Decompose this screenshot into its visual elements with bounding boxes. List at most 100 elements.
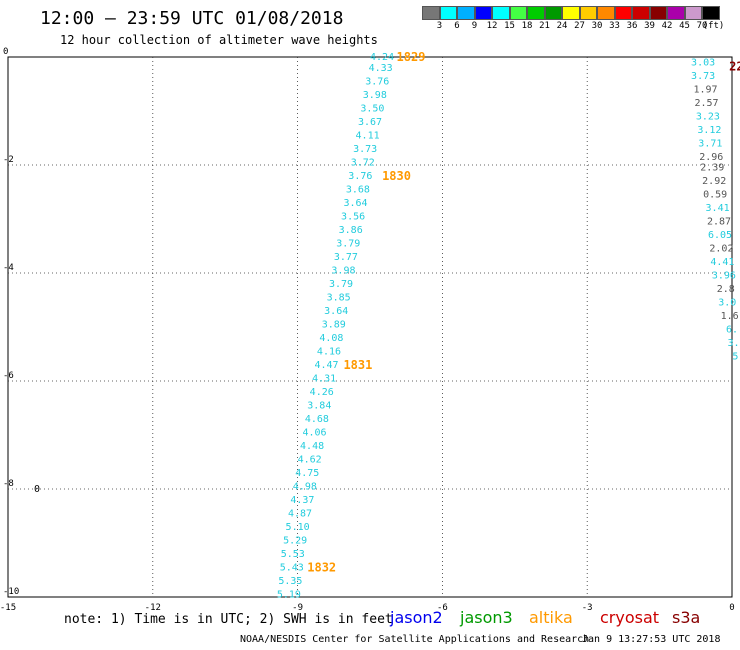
wave-height-value: 3.67 — [358, 117, 382, 128]
wave-height-value: 4.33 — [369, 63, 393, 74]
wave-height-value: 2.02 — [709, 244, 733, 255]
map-subtitle: 12 hour collection of altimeter wave hei… — [60, 33, 378, 47]
legend-swatch — [509, 6, 527, 20]
legend-label: 45 — [679, 21, 690, 31]
wave-height-value: 4.87 — [288, 508, 312, 519]
legend-label: 36 — [626, 21, 638, 31]
wave-height-value: 4.31 — [312, 373, 336, 384]
legend-swatches — [422, 6, 720, 20]
wave-height-value: 5.10 — [286, 522, 310, 533]
wave-height-value: 3.79 — [329, 279, 353, 290]
map-plot: -15 -12 -9 -6 -3 0 0 -2 -4 -6 -8 -10 0 4.244.33 3.76 3.… — [0, 47, 740, 610]
pass-time-label: 1832 — [307, 560, 336, 574]
wave-height-value: 4.06 — [302, 427, 326, 438]
legend-label: 18 — [521, 21, 533, 31]
wave-height-value: 6.05 — [708, 230, 732, 241]
wave-height-value: 3.72 — [351, 157, 375, 168]
wave-height-value: 5.35 — [278, 576, 302, 587]
y-tick-label: -8 — [3, 479, 14, 489]
legend-label: 15 — [504, 21, 515, 31]
footer-note: note: 1) Time is in UTC; 2) SWH is in fe… — [64, 612, 393, 627]
satellite-cryosat-label: cryosat — [600, 608, 660, 627]
legend-swatch — [702, 6, 720, 20]
wave-height-value: 3.64 — [324, 306, 348, 317]
wave-height-value: 3.84 — [307, 400, 331, 411]
wave-height-value: 3.56 — [341, 211, 365, 222]
wave-height-value: 3.71 — [698, 138, 722, 149]
wave-height-value: 3.03 — [691, 57, 715, 68]
legend-swatch — [614, 6, 632, 20]
wave-height-value: 4.24 — [370, 52, 394, 63]
legend-swatch — [649, 6, 667, 20]
plot-frame — [7, 56, 733, 598]
legend-swatch — [597, 6, 615, 20]
legend-label: 27 — [574, 21, 585, 31]
wave-height-value: 3.41 — [706, 203, 730, 214]
legend-swatch — [579, 6, 597, 20]
x-tick-label: -9 — [292, 603, 303, 610]
wave-height-value: 3.50 — [360, 103, 384, 114]
map-title: 12:00 – 23:59 UTC 01/08/2018 — [40, 8, 344, 29]
legend-label: 70 — [696, 21, 708, 31]
wave-height-value: 3.12 — [697, 125, 721, 136]
pass-time-label: 220 — [729, 59, 740, 73]
wave-height-value: 4.11 — [356, 130, 380, 141]
legend-label: 42 — [661, 21, 673, 31]
legend-label: (ft) — [702, 21, 725, 31]
wave-height-value: 4.08 — [319, 333, 343, 344]
legend-swatch — [544, 6, 562, 20]
wave-height-value: 3.89 — [322, 319, 346, 330]
pass-time-label: 1829 — [397, 50, 426, 64]
legend-label: 39 — [644, 21, 655, 31]
wave-height-value: 4.41 — [710, 257, 734, 268]
wave-height-value: 4.68 — [305, 414, 329, 425]
wave-height-value: 3.98 — [331, 265, 355, 276]
wave-height-value: 3.96 — [712, 271, 736, 282]
wave-height-value: 3. — [727, 338, 739, 349]
legend-swatch — [457, 6, 475, 20]
wave-height-value: 0.59 — [703, 190, 727, 201]
legend-label: 12 — [486, 21, 498, 31]
satellite-jason2-label: jason2 — [390, 608, 443, 627]
legend-swatch — [667, 6, 685, 20]
y-tick-label: -6 — [3, 371, 14, 381]
wave-height-value: 2.57 — [694, 98, 718, 109]
legend-swatch — [439, 6, 457, 20]
legend-swatch — [492, 6, 510, 20]
wave-height-value: 3.73 — [691, 71, 715, 82]
wave-height-value: 5 — [732, 352, 738, 363]
pass-time-label: 1831 — [343, 358, 372, 372]
y-tick-label: -4 — [3, 263, 14, 273]
legend-label: 3 — [436, 21, 443, 31]
legend-label: 6 — [454, 21, 460, 31]
x-tick-label: -3 — [582, 603, 593, 610]
wave-height-value: 4.98 — [293, 481, 317, 492]
legend-swatch — [474, 6, 492, 20]
wave-height-value: 4.62 — [298, 454, 322, 465]
wave-height-value: 3.85 — [327, 292, 351, 303]
satellite-s3a-label: s3a — [672, 608, 701, 627]
wave-height-value: 3.98 — [363, 90, 387, 101]
legend-label: 33 — [609, 21, 620, 31]
x-tick-label: -12 — [145, 603, 161, 610]
wave-height-value: 5.19 — [277, 589, 301, 600]
x-tick-label: -6 — [437, 603, 448, 610]
wave-height-value: 3.23 — [696, 111, 720, 122]
legend-swatch — [632, 6, 650, 20]
legend-label: 21 — [539, 21, 550, 31]
color-legend: 3 6 9 12 15 18 21 24 27 30 33 36 39 42 45 70 (ft) — [422, 6, 724, 34]
generated-timestamp: Jan 9 13:27:53 UTC 2018 — [582, 634, 721, 645]
wave-height-value: 4.47 — [315, 360, 339, 371]
credit-text: NOAA/NESDIS Center for Satellite Applica… — [240, 634, 590, 645]
y-tick-label: 0 — [3, 47, 8, 57]
wave-height-value: 3.79 — [336, 238, 360, 249]
wave-height-value: 3.76 — [365, 76, 389, 87]
satellite-altika-label: altika — [529, 608, 573, 627]
legend-swatch — [684, 6, 702, 20]
y-tick-label: -10 — [3, 587, 19, 597]
wave-height-value: 4.16 — [317, 346, 341, 357]
wave-height-value: 4.48 — [300, 441, 324, 452]
wave-height-value: 2.39 — [700, 163, 724, 174]
satellite-jason3-label: jason3 — [460, 608, 513, 627]
coast-marker: 0 — [34, 484, 40, 495]
